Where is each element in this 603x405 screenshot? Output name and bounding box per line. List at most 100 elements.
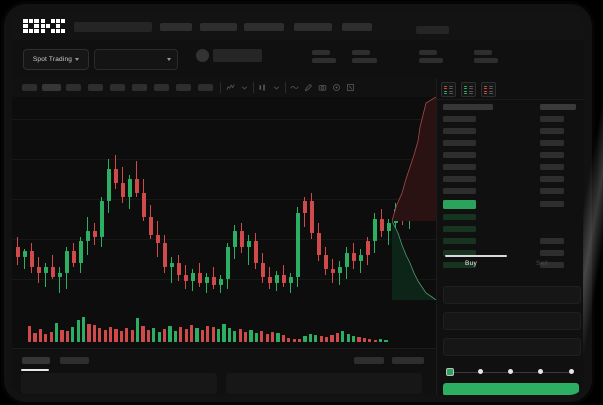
timeframe-3[interactable] [66,84,81,91]
camera-icon[interactable] [318,83,327,92]
view-mode-bids-icon[interactable] [461,82,476,97]
order-book-bid-price[interactable] [443,238,476,244]
order-book-ask-amount[interactable] [540,164,564,170]
pair-selector[interactable] [94,49,178,70]
chevron-down-icon[interactable] [272,83,281,92]
order-book-ask-amount[interactable] [540,128,564,134]
tab-order-history[interactable] [60,357,89,364]
fullscreen-icon[interactable] [346,83,355,92]
timeframe-1[interactable] [22,84,37,91]
order-book-ask-amount[interactable] [540,152,564,158]
slider-node-100[interactable] [569,369,574,374]
view-mode-both-icon[interactable] [441,82,456,97]
timeframe-4[interactable] [88,84,103,91]
volume-bar [292,339,296,342]
amount-field[interactable] [443,312,581,330]
nav-item-5[interactable] [294,23,332,31]
nav-item-7[interactable] [416,26,449,34]
order-book-ask-price[interactable] [443,116,476,122]
submit-buy-button[interactable] [443,383,579,395]
candle [372,97,378,300]
order-book-ask-amount[interactable] [540,176,564,182]
candle [113,97,119,300]
pencil-icon[interactable] [304,83,313,92]
total-field[interactable] [443,338,581,356]
volume-bar [125,328,129,342]
volume-bar [233,331,237,342]
market-depth-chart [392,97,436,300]
pair-name [213,49,262,62]
slider-node-25[interactable] [478,369,483,374]
nav-item-3[interactable] [200,23,237,31]
order-book-bid-price[interactable] [443,250,476,256]
timeframe-7[interactable] [154,84,169,91]
order-book-header-right [540,104,576,110]
order-book-bid-amount[interactable] [540,250,564,256]
slider-node-50[interactable] [508,369,513,374]
wave-icon[interactable] [290,83,299,92]
timeframe-6[interactable] [132,84,147,91]
volume-bar [287,338,291,342]
view-mode-asks-icon[interactable] [481,82,496,97]
slider-node-75[interactable] [538,369,543,374]
indicator-icon[interactable] [226,83,235,92]
volume-bar [265,334,269,342]
bottom-panel-left[interactable] [21,373,217,394]
slider-handle[interactable] [446,368,454,376]
order-book-bid-price[interactable] [443,214,476,220]
action-cancel-all[interactable] [392,357,424,364]
nav-item-1[interactable] [74,22,152,32]
nav-item-6[interactable] [342,23,372,31]
order-book-ask-price[interactable] [443,188,476,194]
toolbar-divider [220,82,221,93]
candle [197,97,203,300]
price-chart[interactable] [12,97,436,300]
order-book-ask-price[interactable] [443,152,476,158]
timeframe-8[interactable] [176,84,191,91]
order-book-ask-price[interactable] [443,128,476,134]
timeframe-9[interactable] [198,84,213,91]
nav-item-4[interactable] [244,23,284,31]
candle [281,97,287,300]
nav-item-2[interactable] [160,23,192,31]
candle [190,97,196,300]
order-book-bid-price[interactable] [443,226,476,232]
stat-high-24h-label [419,50,437,55]
spot-trading-selector[interactable]: Spot Trading [23,49,89,70]
candle [78,97,84,300]
candle [50,97,56,300]
order-book-ask-price[interactable] [443,164,476,170]
volume-bar [65,331,70,342]
okx-logo[interactable] [23,19,67,33]
chevron-down-icon[interactable] [240,83,249,92]
timeframe-5[interactable] [110,84,125,91]
candle [211,97,217,300]
chart-toolbar [12,78,436,98]
volume-bar [335,333,340,342]
volume-bar [173,331,178,342]
order-book-ask-amount[interactable] [540,116,564,122]
chart-type-icon[interactable] [258,83,267,92]
tab-open-orders[interactable] [22,357,50,364]
settings-icon[interactable] [332,83,341,92]
order-book-ask-price[interactable] [443,140,476,146]
order-book-ask-price[interactable] [443,176,476,182]
tab-sell[interactable]: Sell [536,260,549,267]
bottom-panel-right[interactable] [226,373,422,394]
order-book-ask-amount[interactable] [540,188,564,194]
volume-bar [352,336,356,342]
order-book-bid-amount[interactable] [540,238,564,244]
candle [92,97,98,300]
action-hide-other-pairs[interactable] [354,357,384,364]
order-book-ask-amount[interactable] [540,140,564,146]
tab-buy[interactable]: Buy [465,260,478,267]
order-book-bid-amount[interactable] [540,262,564,268]
volume-bar [28,326,32,342]
amount-slider[interactable] [446,367,576,377]
timeframe-2[interactable] [42,84,61,91]
depth-area [392,97,436,300]
volume-bar [82,317,86,342]
order-book-bid-price[interactable] [443,262,476,268]
price-field[interactable] [443,286,581,304]
